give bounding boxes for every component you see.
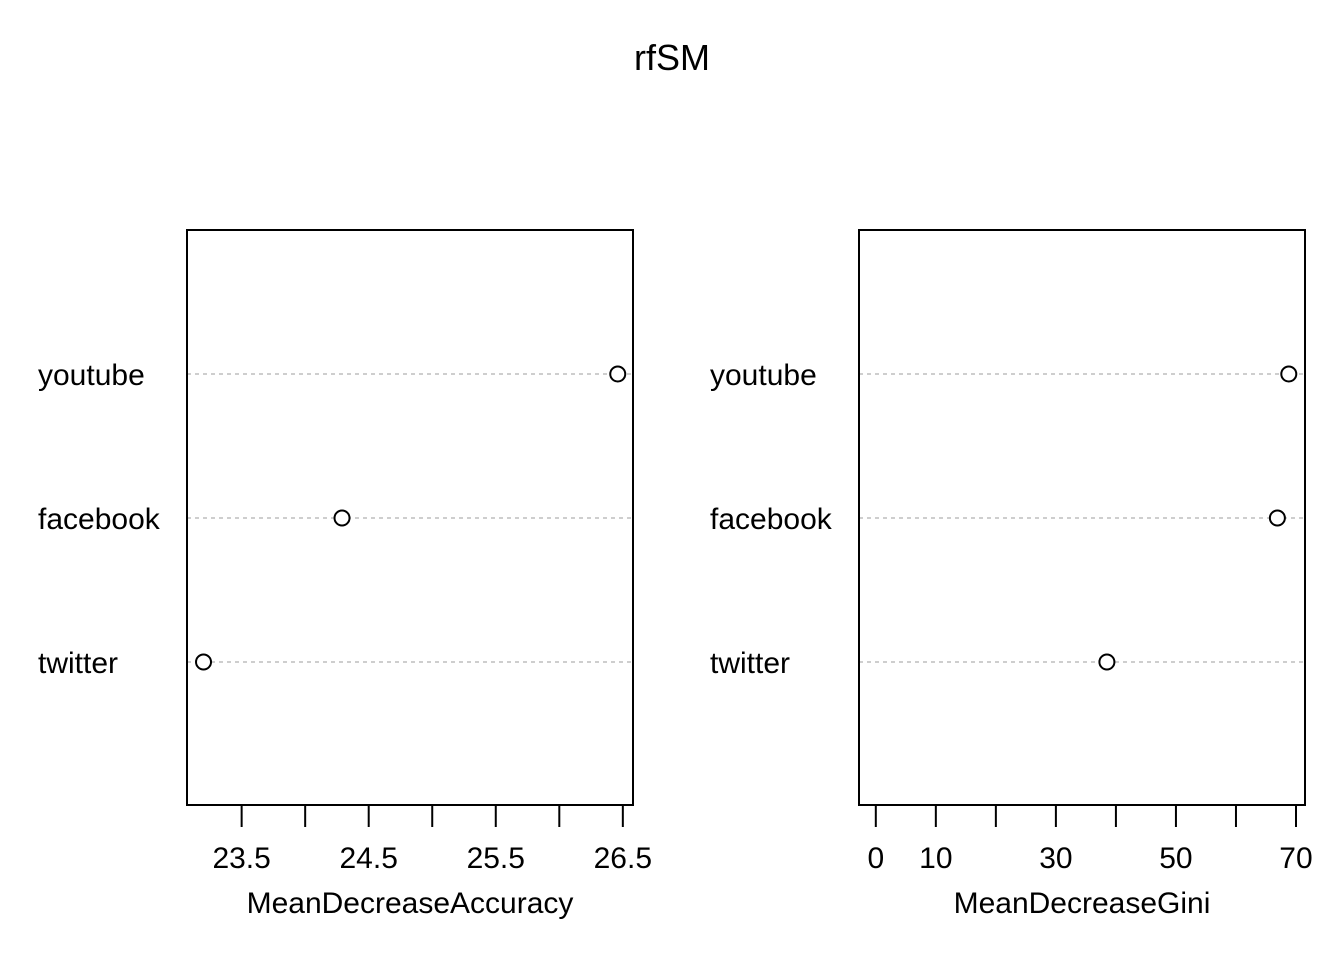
data-point-youtube bbox=[609, 365, 627, 383]
x-tick-label: 25.5 bbox=[467, 842, 525, 875]
x-axis-label: MeanDecreaseGini bbox=[954, 887, 1211, 920]
x-axis-label: MeanDecreaseAccuracy bbox=[247, 887, 574, 920]
x-tick-label: 10 bbox=[919, 842, 952, 875]
data-point-twitter bbox=[195, 653, 213, 671]
x-tick-label: 0 bbox=[867, 842, 884, 875]
category-label-youtube: youtube bbox=[710, 359, 817, 392]
x-tick-label: 23.5 bbox=[212, 842, 270, 875]
category-label-facebook: facebook bbox=[38, 503, 161, 536]
data-point-youtube bbox=[1280, 365, 1298, 383]
category-label-facebook: facebook bbox=[710, 503, 833, 536]
x-tick-label: 50 bbox=[1159, 842, 1192, 875]
category-label-youtube: youtube bbox=[38, 359, 145, 392]
chart-title: rfSM bbox=[634, 37, 710, 78]
x-tick-label: 70 bbox=[1279, 842, 1312, 875]
x-tick-label: 30 bbox=[1039, 842, 1072, 875]
data-point-twitter bbox=[1098, 653, 1116, 671]
data-point-facebook bbox=[333, 509, 351, 527]
category-label-twitter: twitter bbox=[710, 647, 790, 680]
x-tick-label: 24.5 bbox=[340, 842, 398, 875]
x-tick-label: 26.5 bbox=[594, 842, 652, 875]
category-label-twitter: twitter bbox=[38, 647, 118, 680]
data-point-facebook bbox=[1268, 509, 1286, 527]
